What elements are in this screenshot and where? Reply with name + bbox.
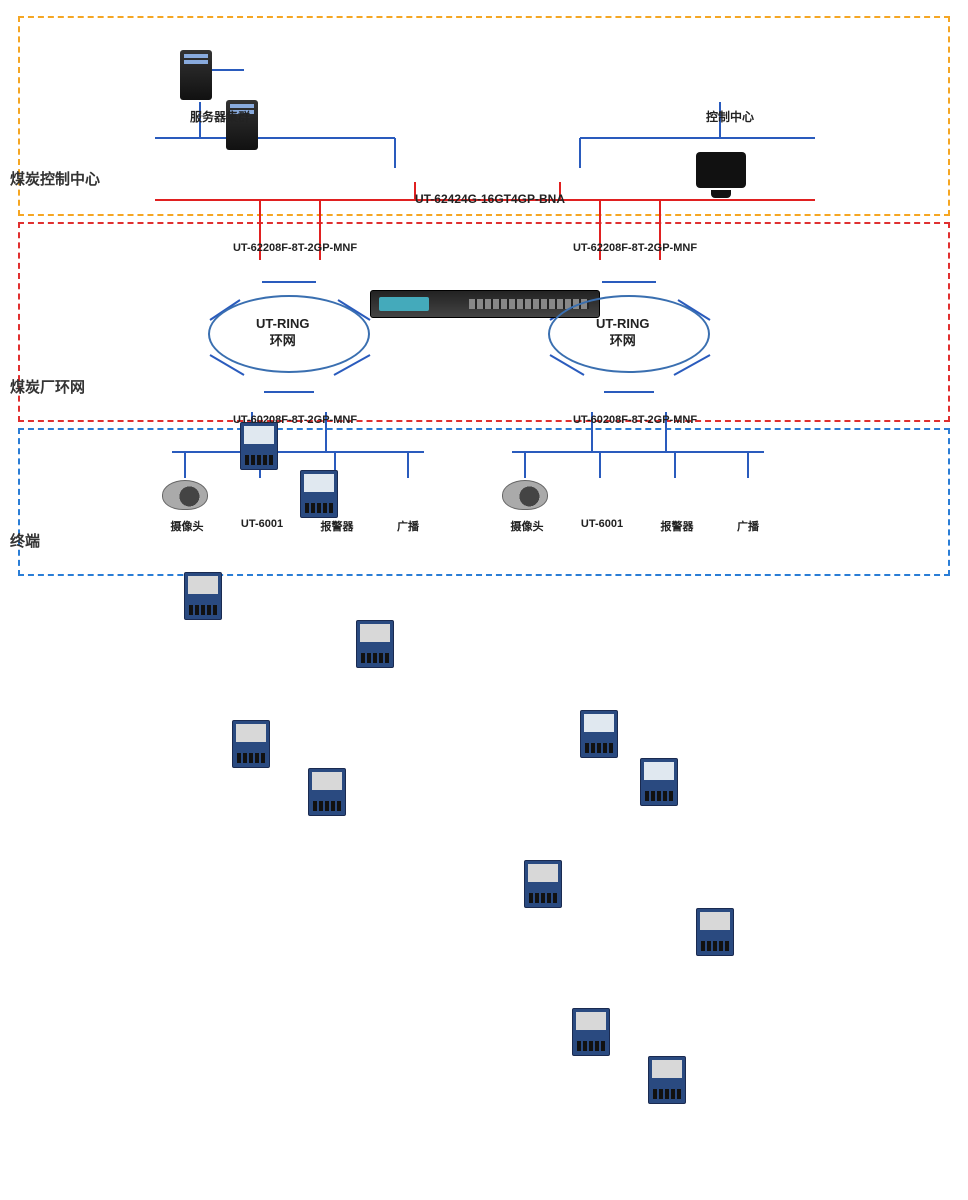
ut6001-label: UT-6001 (572, 518, 632, 530)
ring-label-right: UT-RING 环网 (596, 316, 649, 350)
managed-switch-icon (300, 470, 338, 518)
managed-switch-label-right: UT-62208F-8T-2GP-MNF (540, 242, 730, 254)
ring-label-left: UT-RING 环网 (256, 316, 309, 350)
camera-label: 摄像头 (500, 518, 554, 534)
unmanaged-switch-icon (232, 720, 270, 768)
unmanaged-switch-icon (648, 1056, 686, 1104)
camera-label: 摄像头 (160, 518, 214, 534)
core-switch-label: UT-62424G-16GT4GP-BNA (360, 192, 620, 206)
tier-control-center-label: 煤炭控制中心 (10, 168, 100, 189)
ring-text-2: 环网 (270, 333, 296, 348)
servers-label: 服务器集群 (160, 108, 280, 125)
ring-switch-icon (524, 860, 562, 908)
managed-switch-icon (580, 710, 618, 758)
tier-terminal (18, 428, 950, 576)
alarm-label: 报警器 (650, 518, 704, 534)
managed-switch-icon (640, 758, 678, 806)
ring-text-1: UT-RING (256, 316, 309, 331)
tier-ring-net-label: 煤炭厂环网 (10, 376, 85, 397)
speaker-label: 广播 (386, 518, 430, 534)
ring-switch-icon (696, 908, 734, 956)
unmanaged-switch-label-left: UT-60208F-8T-2GP-MNF (200, 414, 390, 426)
control-center-label: 控制中心 (680, 108, 780, 125)
ring-text-2: 环网 (610, 333, 636, 348)
monitor-icon (696, 152, 746, 188)
unmanaged-switch-icon (308, 768, 346, 816)
tier-control-center (18, 16, 950, 216)
ring-switch-icon (356, 620, 394, 668)
ut6001-label: UT-6001 (232, 518, 292, 530)
camera-icon (502, 480, 548, 510)
camera-icon (162, 480, 208, 510)
ring-switch-icon (184, 572, 222, 620)
speaker-label: 广播 (726, 518, 770, 534)
unmanaged-switch-label-right: UT-60208F-8T-2GP-MNF (540, 414, 730, 426)
unmanaged-switch-icon (572, 1008, 610, 1056)
server-icon (180, 50, 212, 100)
ring-text-1: UT-RING (596, 316, 649, 331)
alarm-label: 报警器 (310, 518, 364, 534)
managed-switch-label-left: UT-62208F-8T-2GP-MNF (200, 242, 390, 254)
tier-terminal-label: 终端 (10, 530, 40, 551)
tier-ring-net (18, 222, 950, 422)
managed-switch-icon (240, 422, 278, 470)
